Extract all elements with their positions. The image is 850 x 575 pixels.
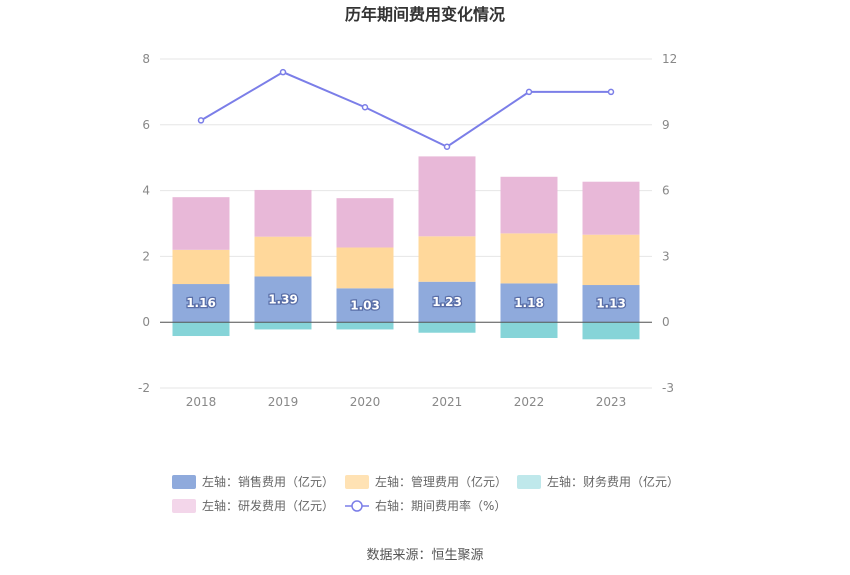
bar-segment [172,249,230,285]
right-tick-label: -3 [662,381,674,395]
legend-label: 左轴：研发费用（亿元） [202,498,334,513]
rate-point [525,88,533,96]
bar-segment [172,284,230,323]
rate-line [200,71,611,148]
right-tick-label: 3 [662,249,670,263]
x-axis: 2018 2019 2020 2021 2022 2023 [186,395,627,409]
bar-segment [254,322,312,330]
rate-point [197,117,205,124]
bar-value-label: 1.16 [186,296,216,310]
left-tick-label: 2 [142,249,150,263]
bar-segment [336,322,394,330]
bar-segment [500,233,558,284]
right-axis: -3 0 3 6 9 12 [662,52,677,395]
bar-segment [172,197,230,250]
bar-value-label: 1.23 [432,295,462,309]
x-tick-label: 2018 [186,395,217,409]
bar-segment [418,281,476,323]
legend-swatch [345,475,369,489]
legend-swatch-marker [351,500,363,512]
x-tick-label: 2023 [596,395,627,409]
bar-value-label: 1.13 [596,297,626,311]
x-tick-label: 2019 [268,395,299,409]
left-tick-label: 6 [142,118,150,132]
right-tick-label: 0 [662,315,670,329]
left-tick-label: 0 [142,315,150,329]
bar-labels: 1.16 1.39 1.03 1.23 1.18 1.13 [185,291,627,313]
bar-segment [336,288,394,323]
left-tick-label: 8 [142,52,150,66]
bar-segment [418,156,476,237]
x-tick-label: 2020 [350,395,381,409]
bar-segment [172,322,230,337]
gridlines [160,58,652,389]
bar-value-label: 1.18 [514,296,544,310]
bar-segment [254,276,312,323]
bar-segment [336,247,394,289]
x-tick-label: 2022 [514,395,545,409]
legend-swatch [172,475,196,489]
right-tick-label: 6 [662,184,670,198]
rate-point [361,104,369,111]
x-tick-label: 2021 [432,395,463,409]
source-text: 数据来源：恒生聚源 [366,548,483,563]
bar-segment [582,181,640,235]
legend: 左轴：销售费用（亿元） 左轴：管理费用（亿元） 左轴：财务费用（亿元） 左轴：研发费用… [172,474,679,513]
bar-segment [500,322,558,338]
rate-point [443,143,451,150]
legend-label: 左轴：财务费用（亿元） [547,474,679,489]
rate-point [607,88,615,96]
legend-swatch [172,499,196,513]
legend-swatch [517,475,541,489]
bar-value-label: 1.03 [350,298,380,312]
legend-label: 左轴：销售费用（亿元） [202,474,334,489]
rate-line-series [197,68,615,150]
left-axis: -2 0 2 4 6 8 [138,52,150,395]
legend-label: 左轴：管理费用（亿元） [375,474,507,489]
right-tick-label: 9 [662,118,670,132]
bar-segment [582,285,640,323]
bar-segment [254,189,312,237]
bar-segment [500,176,558,234]
bar-value-label: 1.39 [268,292,298,306]
rate-point [279,68,287,76]
bar-segment [418,236,476,282]
bar-segment [500,283,558,323]
left-tick-label: -2 [138,381,150,395]
chart-title: 历年期间费用变化情况 [345,5,505,24]
bar-segment [582,322,640,340]
right-tick-label: 12 [662,52,677,66]
bar-segment [254,236,312,277]
bar-segment [336,198,394,248]
left-tick-label: 4 [142,184,150,198]
bar-segment [582,234,640,286]
bar-series [172,156,640,340]
bar-segment [418,322,476,333]
legend-label: 右轴：期间费用率（%） [375,498,506,513]
